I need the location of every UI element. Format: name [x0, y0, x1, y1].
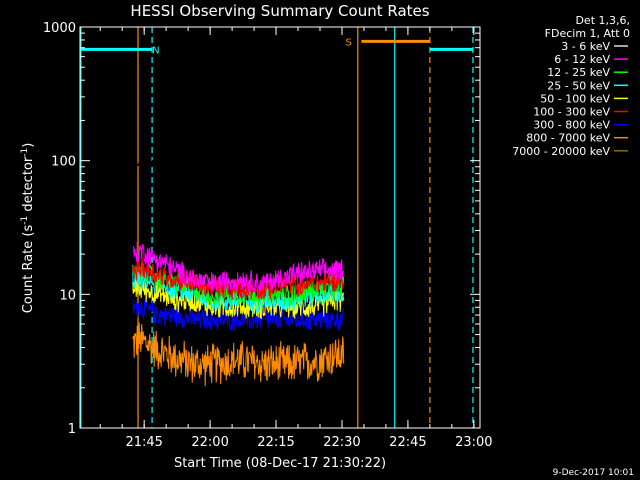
legend-entry-label: 3 - 6 keV [561, 40, 610, 53]
legend-entry-label: 25 - 50 keV [547, 79, 610, 92]
y-axis-label-main: Count Rate (s [21, 225, 36, 314]
legend-header-line: Det 1,3,6, [575, 14, 630, 27]
legend-entry-label: 100 - 300 keV [533, 106, 610, 119]
series-3 [132, 267, 345, 314]
marker-N: N [152, 45, 159, 56]
legend-entry-label: 300 - 800 keV [533, 119, 610, 132]
vertical-lines-layer [80, 27, 474, 428]
y-axis-label: Count Rate (s-1 detector-1) [20, 143, 36, 314]
y-tick-label: 100 [51, 155, 76, 170]
x-tick-label: 22:45 [389, 435, 426, 450]
x-tick-label: 22:30 [323, 435, 360, 450]
legend-entry-label: 800 - 7000 keV [526, 132, 610, 145]
series-layer [132, 156, 345, 387]
series-6 [132, 296, 345, 332]
legend-entry-label: 6 - 12 keV [554, 53, 610, 66]
axes-layer: 21:45 22:00 22:15 22:30 22:45 23:00 1 10 100 1000 [43, 21, 493, 450]
series-2 [132, 258, 345, 307]
x-tick-label: 22:00 [191, 435, 228, 450]
x-tick-label: 22:15 [257, 435, 294, 450]
marker-S: S [345, 37, 351, 48]
chart-title: HESSI Observing Summary Count Rates [130, 2, 429, 20]
y-axis-label-sup1: -1 [20, 216, 30, 225]
series-7 [132, 322, 345, 387]
attenuator-bars-layer: NS [80, 37, 473, 56]
y-axis-label-sup2: -1 [20, 148, 30, 157]
x-axis-label: Start Time (08-Dec-17 21:30:22) [174, 456, 386, 471]
y-tick-label: 1000 [43, 21, 76, 36]
plot-frame [79, 26, 481, 429]
y-tick-label: 10 [59, 288, 76, 303]
y-axis-label-mid: detector [21, 156, 36, 216]
y-tick-label: 1 [68, 422, 76, 437]
legend-entry-label: 7000 - 20000 keV [512, 145, 610, 158]
y-axis-label-end: ) [21, 143, 36, 148]
legend-entry-label: 12 - 25 keV [547, 66, 610, 79]
x-tick-label: 23:00 [455, 435, 492, 450]
series-5 [132, 256, 345, 301]
y-axis-label-group: Count Rate (s-1 detector-1) [20, 143, 36, 314]
legend-entry-label: 50 - 100 keV [540, 92, 610, 105]
series-1 [132, 241, 345, 294]
legend-header-line: FDecim 1, Att 0 [545, 27, 630, 40]
date-stamp: 9-Dec-2017 10:01 [553, 468, 634, 478]
series-0 [132, 156, 345, 180]
x-tick-label: 21:45 [125, 435, 162, 450]
